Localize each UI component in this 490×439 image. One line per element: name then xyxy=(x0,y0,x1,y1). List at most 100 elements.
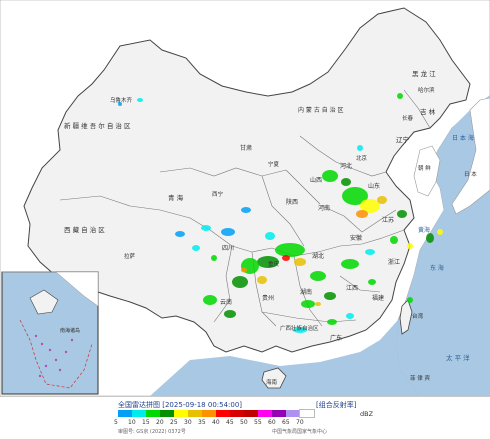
radar-echo xyxy=(257,256,279,268)
radar-echo xyxy=(322,170,338,182)
radar-echo xyxy=(365,249,375,255)
legend-tick: 40 xyxy=(212,419,220,426)
label-yellow-sea: 黄海 xyxy=(418,226,430,234)
label-ningxia: 宁夏 xyxy=(268,160,280,168)
legend-tick: 10 xyxy=(128,419,136,426)
radar-echo xyxy=(241,207,251,213)
radar-echo xyxy=(357,145,363,151)
legend-approval: 审图号: GS京 (2022) 0372号 xyxy=(118,429,186,435)
radar-echo xyxy=(407,297,413,303)
label-hainan: 海南 xyxy=(266,378,278,386)
legend-swatch xyxy=(188,410,202,417)
radar-echo xyxy=(203,295,217,305)
radar-echo xyxy=(301,300,315,308)
label-pacific: 太 平 洋 xyxy=(446,353,470,362)
label-fujian: 福建 xyxy=(372,294,384,302)
label-gansu: 甘肃 xyxy=(240,144,252,152)
radar-echo xyxy=(315,302,321,306)
radar-echo xyxy=(175,231,185,237)
radar-echo xyxy=(275,243,305,257)
legend-swatch xyxy=(118,410,132,417)
map-canvas: 黑 龙 江 哈尔滨 吉 林 长春 辽宁 内 蒙 古 自 治 区 北京 河北 山西… xyxy=(0,0,490,396)
label-harbin: 哈尔滨 xyxy=(418,86,435,94)
legend-swatch xyxy=(174,410,188,417)
label-liaoning: 辽宁 xyxy=(396,135,410,144)
legend-unit: dBZ xyxy=(360,410,374,418)
legend-tick: 25 xyxy=(170,419,178,426)
legend-tick: 45 xyxy=(226,419,234,426)
legend-tick: 65 xyxy=(282,419,290,426)
label-jiangxi: 江西 xyxy=(346,285,358,292)
label-qinghai: 青 海 xyxy=(168,193,184,202)
radar-echo xyxy=(137,98,143,102)
radar-echo xyxy=(397,93,403,99)
radar-echo xyxy=(360,199,380,213)
radar-echo xyxy=(368,279,376,285)
legend-swatch xyxy=(132,410,146,417)
radar-echo xyxy=(390,236,398,244)
radar-echo-layer xyxy=(118,93,443,333)
east-sea xyxy=(396,95,490,396)
legend-swatch xyxy=(202,410,216,417)
japan-islands xyxy=(451,97,490,215)
legend-source: 中国气象局国家气象中心 xyxy=(272,429,328,435)
radar-echo xyxy=(265,232,275,240)
legend-tick: 20 xyxy=(156,419,164,426)
label-jiangsu: 江苏 xyxy=(382,216,394,224)
legend-tick: 55 xyxy=(254,419,262,426)
label-xinjiang: 新 疆 维 吾 尔 自 治 区 xyxy=(64,121,131,130)
legend-swatch xyxy=(286,410,300,417)
label-japan: 日 本 xyxy=(464,170,477,178)
radar-echo xyxy=(282,255,290,261)
legend-tick: 35 xyxy=(198,419,206,426)
label-zhejiang: 浙江 xyxy=(388,258,400,266)
legend-tick: 70 xyxy=(296,419,304,426)
label-shanxi: 山西 xyxy=(310,176,322,184)
label-hebei: 河北 xyxy=(340,162,352,170)
label-yunnan: 云南 xyxy=(220,298,232,306)
legend-ticks: 5 10 15 20 25 30 35 40 45 50 55 60 65 70 xyxy=(114,419,310,426)
legend-tick: 30 xyxy=(184,419,192,426)
radar-echo xyxy=(232,276,248,288)
legend-swatch xyxy=(160,410,174,417)
korea-peninsula xyxy=(413,145,441,197)
radar-echo xyxy=(342,187,368,205)
radar-echo xyxy=(407,243,413,249)
legend-tick: 50 xyxy=(240,419,248,426)
label-jilin: 吉 林 xyxy=(420,107,436,116)
radar-echo xyxy=(346,313,354,319)
label-east-china-sea: 东 海 xyxy=(430,264,444,272)
legend-swatch xyxy=(216,410,230,417)
south-china-sea-inset: 南海诸岛 xyxy=(1,271,99,395)
label-guizhou: 贵州 xyxy=(262,294,274,302)
legend-tick: 15 xyxy=(142,419,150,426)
radar-echo xyxy=(201,225,211,231)
legend-swatch xyxy=(272,410,286,417)
radar-echo xyxy=(324,292,336,300)
radar-echo xyxy=(437,229,443,235)
radar-echo xyxy=(293,327,307,333)
legend-swatch xyxy=(244,410,258,417)
legend-swatch xyxy=(258,410,272,417)
legend-tick: 5 xyxy=(114,419,118,426)
province-borders xyxy=(59,89,431,327)
label-philippines: 菲 律 宾 xyxy=(410,374,430,382)
label-guangxi: 广西壮族自治区 xyxy=(280,324,319,332)
legend-tick: 60 xyxy=(268,419,276,426)
label-shandong: 山东 xyxy=(368,182,380,190)
radar-echo xyxy=(241,267,247,273)
radar-echo xyxy=(426,233,434,243)
china-land xyxy=(23,7,471,353)
hainan-island xyxy=(261,367,287,389)
radar-echo xyxy=(192,245,200,251)
label-taiwan: 台湾 xyxy=(412,312,424,320)
label-urumqi: 乌鲁木齐 xyxy=(110,96,133,104)
radar-echo xyxy=(257,276,267,284)
label-guangdong: 广东 xyxy=(330,334,342,342)
label-sichuan: 四川 xyxy=(222,245,234,252)
radar-echo xyxy=(310,271,326,281)
radar-echo xyxy=(224,310,236,318)
radar-echo xyxy=(118,102,122,106)
label-chongqing: 重庆 xyxy=(268,260,280,268)
